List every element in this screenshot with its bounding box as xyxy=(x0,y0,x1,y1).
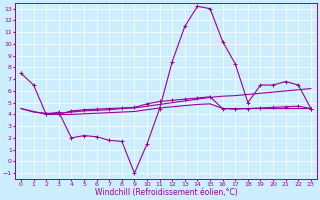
X-axis label: Windchill (Refroidissement éolien,°C): Windchill (Refroidissement éolien,°C) xyxy=(95,188,237,197)
